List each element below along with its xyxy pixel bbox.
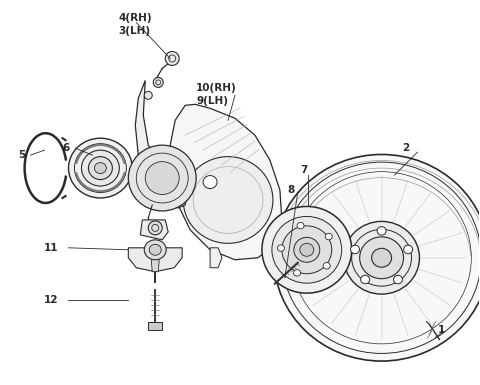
Polygon shape	[148, 321, 162, 330]
Text: 5: 5	[19, 150, 26, 160]
Ellipse shape	[394, 275, 403, 284]
Ellipse shape	[149, 244, 161, 255]
Polygon shape	[135, 80, 188, 208]
Ellipse shape	[377, 227, 386, 235]
Ellipse shape	[360, 275, 370, 284]
Ellipse shape	[148, 221, 162, 235]
Ellipse shape	[323, 263, 330, 269]
Ellipse shape	[128, 145, 196, 211]
Polygon shape	[170, 104, 282, 260]
Text: 4(RH): 4(RH)	[119, 13, 152, 23]
Polygon shape	[140, 220, 168, 240]
Text: 12: 12	[44, 295, 58, 305]
Ellipse shape	[325, 233, 332, 240]
Text: 10(RH): 10(RH)	[196, 84, 237, 94]
Ellipse shape	[262, 206, 352, 293]
Ellipse shape	[404, 245, 413, 254]
Ellipse shape	[282, 226, 332, 274]
Text: 6: 6	[62, 143, 70, 153]
Ellipse shape	[144, 240, 166, 260]
Ellipse shape	[274, 154, 480, 361]
Polygon shape	[210, 248, 222, 268]
Ellipse shape	[294, 237, 320, 262]
Ellipse shape	[300, 243, 314, 256]
Polygon shape	[151, 260, 159, 272]
Ellipse shape	[297, 223, 304, 229]
Ellipse shape	[360, 237, 404, 279]
Ellipse shape	[69, 138, 132, 198]
Ellipse shape	[88, 157, 112, 179]
Text: 8: 8	[288, 185, 295, 195]
Ellipse shape	[372, 248, 392, 267]
Text: 2: 2	[403, 143, 410, 153]
Ellipse shape	[277, 245, 285, 251]
Ellipse shape	[95, 162, 107, 174]
Text: 3(LH): 3(LH)	[119, 25, 150, 35]
Text: 9(LH): 9(LH)	[196, 96, 228, 106]
Ellipse shape	[294, 270, 300, 276]
Polygon shape	[128, 248, 182, 272]
Ellipse shape	[165, 52, 179, 65]
Ellipse shape	[272, 216, 342, 283]
Text: 7: 7	[300, 165, 307, 175]
Text: 11: 11	[44, 243, 58, 253]
Ellipse shape	[183, 157, 273, 243]
Ellipse shape	[203, 176, 217, 189]
Ellipse shape	[82, 150, 120, 186]
Ellipse shape	[144, 91, 152, 99]
Ellipse shape	[153, 77, 163, 87]
Ellipse shape	[145, 162, 179, 194]
Ellipse shape	[350, 245, 360, 254]
Text: 1: 1	[437, 325, 444, 335]
Ellipse shape	[344, 221, 420, 294]
